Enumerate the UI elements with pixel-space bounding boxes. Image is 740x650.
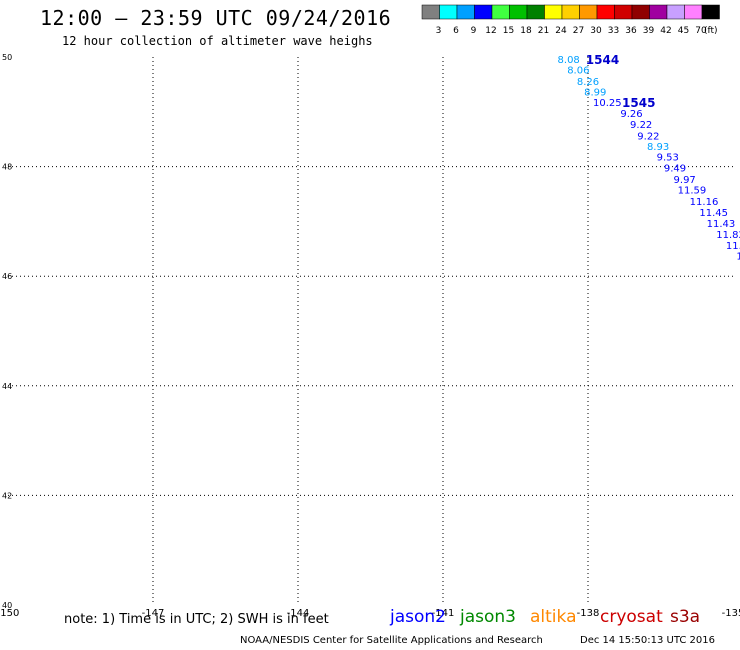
x-tick-label: -150 — [0, 608, 19, 619]
legend-tick-label: 27 — [573, 26, 584, 36]
data-point-label: 9.22 — [630, 120, 652, 131]
data-point-label: 8.08 — [558, 55, 580, 66]
footer-note: note: 1) Time is in UTC; 2) SWH is in fe… — [64, 612, 329, 627]
data-point-label: 9.53 — [657, 153, 679, 164]
data-point-label: 11.82 — [716, 230, 740, 241]
data-point-label: 9.49 — [664, 164, 686, 175]
legend-s3a: s3a — [670, 607, 701, 627]
legend-jason2: jason2 — [390, 607, 446, 627]
legend-tick-label: 6 — [453, 26, 459, 36]
data-point-label: 11.45 — [699, 208, 728, 219]
legend-tick-label: 36 — [625, 26, 637, 36]
data-point-label: 8.06 — [567, 66, 589, 77]
legend-tick-label: 42 — [660, 26, 671, 36]
legend-tick-label: 39 — [643, 26, 655, 36]
x-tick-label: -141 — [432, 608, 455, 619]
legend-tick-label: 18 — [520, 26, 532, 36]
legend-tick-label: 33 — [608, 26, 619, 36]
x-tick-label: -147 — [142, 608, 165, 619]
legend-cryosat: cryosat — [600, 607, 663, 627]
data-point-label: 11.16 — [690, 197, 719, 208]
legend-tick-label: 9 — [471, 26, 477, 36]
data-point-label: 11.2 — [736, 251, 740, 262]
y-tick-label: 50 — [2, 53, 12, 62]
data-point-label: 9.22 — [637, 131, 659, 142]
legend-jason3: jason3 — [460, 607, 516, 627]
legend-tick-label: 12 — [485, 26, 496, 36]
footer-timestamp: Dec 14 15:50:13 UTC 2016 — [580, 635, 715, 646]
legend-unit: (ft) — [704, 26, 718, 36]
legend-tick-label: 30 — [590, 26, 602, 36]
x-tick-label: -135 — [722, 608, 740, 619]
data-point-label: 11.21 — [726, 241, 740, 252]
color-legend: 3 6 9 12 15 18 21 24 27 30 33 36 39 42 45 70(ft) — [421, 4, 720, 36]
y-tick-label: 40 — [2, 601, 12, 610]
y-tick-label: 42 — [2, 491, 12, 500]
data-point-label: 9.97 — [674, 175, 696, 186]
legend-tick-label: 70 — [695, 26, 707, 36]
data-point-label: 10.25 — [593, 98, 622, 109]
x-tick-label: -138 — [577, 608, 600, 619]
data-point-label: 8.99 — [584, 88, 606, 99]
legend-tick-label: 21 — [538, 26, 549, 36]
legend-tick-label: 24 — [555, 26, 567, 36]
time-label: 1545 — [622, 96, 655, 110]
data-point-label: 11.43 — [707, 219, 736, 230]
page-subtitle: 12 hour collection of altimeter wave hei… — [62, 34, 373, 48]
legend-tick-label: 3 — [436, 26, 442, 36]
data-point-label: 8.26 — [577, 77, 599, 88]
footer-credit: NOAA/NESDIS Center for Satellite Applica… — [240, 635, 543, 646]
data-point-label: 11.59 — [678, 186, 707, 197]
legend-altika: altika — [530, 607, 577, 627]
legend-swatch — [701, 4, 720, 20]
legend-tick-label: 45 — [678, 26, 689, 36]
data-point-label: 9.26 — [620, 109, 642, 120]
data-point-label: 8.93 — [647, 142, 669, 153]
y-tick-label: 44 — [2, 382, 12, 391]
time-label: 1544 — [586, 53, 619, 67]
y-tick-label: 48 — [2, 163, 12, 172]
x-tick-label: -144 — [287, 608, 310, 619]
legend-tick-label: 15 — [503, 26, 514, 36]
page-title: 12:00 – 23:59 UTC 09/24/2016 — [40, 6, 392, 30]
y-tick-label: 46 — [2, 272, 12, 281]
